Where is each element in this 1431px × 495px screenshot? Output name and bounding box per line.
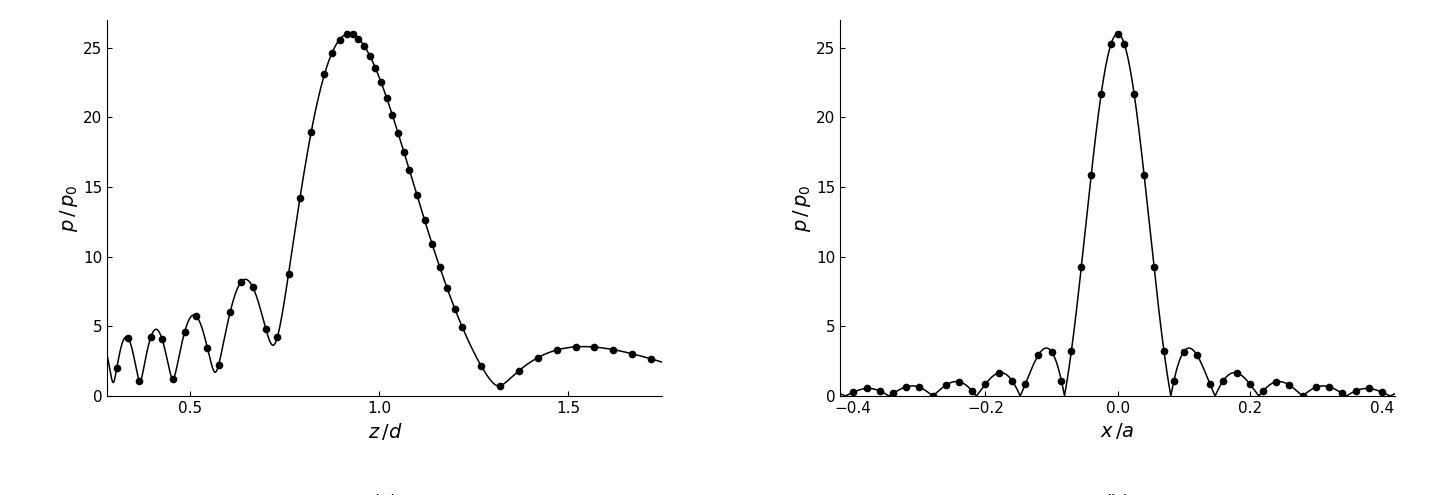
- Text: (a): (a): [372, 494, 398, 495]
- Y-axis label: $p\,/\,p_0$: $p\,/\,p_0$: [59, 184, 80, 232]
- Y-axis label: $p\,/\,p_0$: $p\,/\,p_0$: [791, 184, 813, 232]
- X-axis label: $x\,/a$: $x\,/a$: [1100, 421, 1135, 442]
- X-axis label: $z\,/d$: $z\,/d$: [368, 421, 402, 443]
- Text: (b): (b): [1105, 494, 1130, 495]
